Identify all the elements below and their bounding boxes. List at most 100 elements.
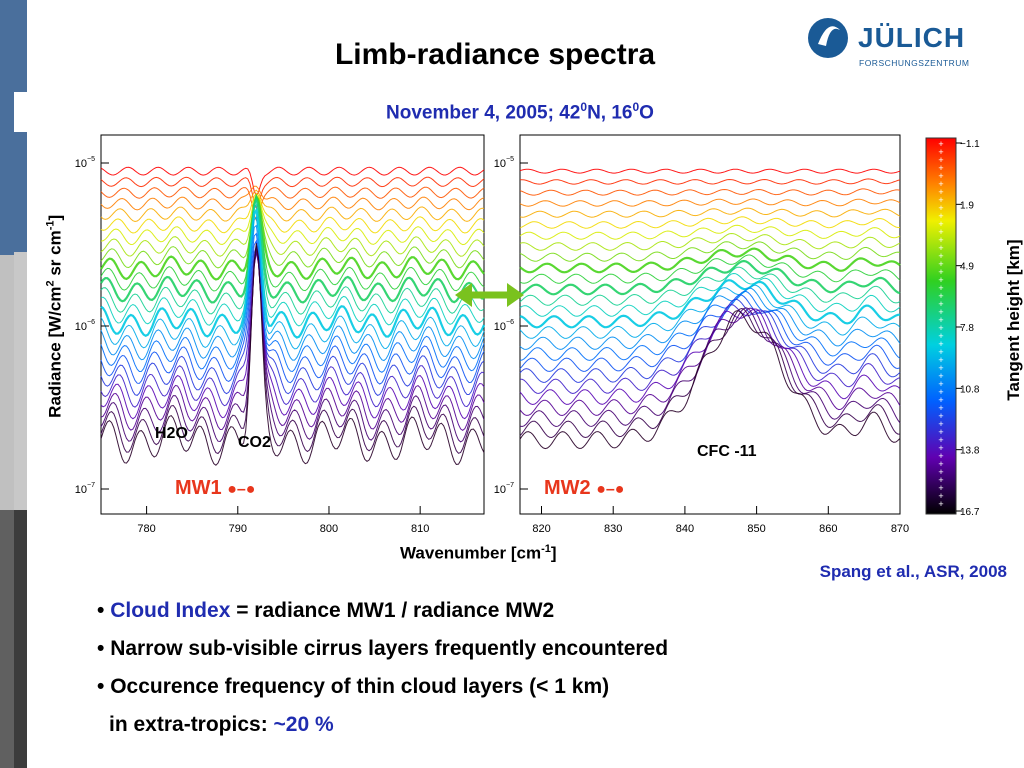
x-tick-label: 810 (411, 523, 429, 535)
colorbar-marker: + (938, 291, 943, 301)
colorbar-marker: + (938, 387, 943, 397)
colorbar-marker: + (938, 403, 943, 413)
logo-wordmark: JÜLICH (858, 22, 966, 53)
y-tick-label: 10−5 (75, 156, 95, 170)
colorbar-marker: + (938, 315, 943, 325)
colorbar-marker: + (938, 395, 943, 405)
bullet-item: • Narrow sub-visible cirrus layers frequ… (97, 637, 669, 660)
spectrum-line (100, 202, 485, 327)
spectrum-line (100, 252, 485, 420)
colorbar-marker: + (938, 267, 943, 277)
colorbar-marker: + (938, 323, 943, 333)
colorbar-marker: + (938, 155, 943, 165)
spectrum-line (100, 249, 485, 443)
slide-subtitle: November 4, 2005; 420N, 160O (386, 100, 654, 124)
spectrum-line (100, 232, 485, 373)
spectrum-line (519, 307, 900, 439)
annotation-h2o: H2O (155, 425, 188, 442)
spectrum-line (519, 259, 901, 296)
spectrum-line (100, 186, 485, 222)
x-tick-label: 830 (604, 523, 622, 535)
colorbar-tick-label: 4.9 (960, 262, 974, 273)
logo-subtitle: FORSCHUNGSZENTRUM (859, 58, 970, 68)
colorbar-marker: + (938, 211, 943, 221)
spectrum-line (519, 279, 901, 329)
colorbar-marker: + (938, 219, 943, 229)
colorbar-marker: + (938, 283, 943, 293)
spectrum-line (519, 307, 901, 428)
spectrum-line (100, 176, 485, 209)
bullet-list: • Cloud Index = radiance MW1 / radiance … (97, 596, 668, 748)
y-tick-exponent: −6 (506, 319, 514, 326)
left-accent-bar-grey (0, 255, 14, 510)
spectrum-line (100, 250, 485, 408)
x-tick-label: 870 (891, 523, 909, 535)
spectrum-line (519, 308, 901, 406)
plot-frame (519, 134, 901, 515)
spectrum-line (100, 207, 486, 339)
colorbar-marker: + (938, 187, 943, 197)
colorbar-marker: + (938, 171, 943, 181)
spectrum-line (100, 195, 485, 257)
y-tick-label: 10−7 (75, 482, 95, 496)
spectrum-line (519, 224, 901, 240)
colorbar-marker: + (938, 251, 943, 261)
colorbar-marker: + (938, 347, 943, 357)
spectrum-line (519, 254, 901, 284)
spectrum-line (100, 246, 485, 455)
panel-mw1: 10−5 10−6 10−7 780 790 800 810 (75, 134, 486, 535)
spectrum-line (100, 192, 485, 234)
colorbar-label: Tangent height [km] (1004, 239, 1023, 401)
colorbar-marker: + (938, 435, 943, 445)
x-tick-label: 800 (320, 523, 338, 535)
colorbar-marker: + (938, 227, 943, 237)
spectrum-line (519, 207, 901, 218)
spectrum-line (519, 298, 901, 383)
spectrum-line (100, 246, 485, 396)
spectrum-line (100, 224, 485, 362)
colorbar-tick-label: 1.9 (960, 200, 974, 211)
colorbar-marker: + (938, 499, 943, 509)
spectrum-line (100, 195, 485, 292)
spectrum-line (100, 216, 485, 350)
spectrum-line (519, 216, 900, 229)
y-tick-exponent: −5 (87, 156, 95, 163)
x-tick-label: 820 (532, 523, 550, 535)
spectrum-line (519, 294, 901, 372)
colorbar-marker: + (938, 443, 943, 453)
colorbar-marker: + (938, 411, 943, 421)
left-accent-bar-dark (0, 510, 14, 768)
colorbar-tick-label: 16.7 (960, 507, 980, 518)
colorbar-marker: + (938, 451, 943, 461)
spectra-chart: 10−5 10−6 10−7 780 790 800 810 10−5 10−6 10−7 820… (75, 134, 980, 535)
colorbar: ++++++++++++++++++++++++++++++++++++++++… (925, 137, 980, 518)
x-tick-label: 850 (747, 523, 765, 535)
spectrum-line (519, 198, 901, 207)
left-accent-bar (0, 0, 14, 255)
bullet-item: • Occurence frequency of thin cloud laye… (97, 675, 610, 698)
left-accent-strip-dark (14, 510, 27, 768)
colorbar-marker: + (938, 275, 943, 285)
y-tick-label: 10−5 (494, 156, 514, 170)
spectrum-line (519, 266, 901, 306)
y-tick-exponent: −6 (87, 319, 95, 326)
colorbar-tick-label: −1.1 (960, 139, 980, 150)
spectrum-line (519, 310, 901, 450)
x-tick-label: 840 (676, 523, 694, 535)
double-arrow (455, 283, 524, 307)
colorbar-marker: + (938, 139, 943, 149)
colorbar-marker: + (938, 355, 943, 365)
colorbar-marker: + (938, 459, 943, 469)
colorbar-marker: + (938, 491, 943, 501)
spectrum-line (519, 188, 901, 196)
colorbar-marker: + (938, 379, 943, 389)
colorbar-marker: + (938, 163, 943, 173)
spectrum-line (100, 193, 485, 281)
spectrum-line (100, 193, 485, 304)
x-tick-label: 780 (137, 523, 155, 535)
colorbar-tick-label: 10.8 (960, 384, 980, 395)
spectrum-line (519, 168, 901, 174)
spectrum-line (100, 243, 485, 466)
colorbar-tick-label: 7.8 (960, 323, 974, 334)
y-tick-label: 10−6 (494, 319, 514, 333)
